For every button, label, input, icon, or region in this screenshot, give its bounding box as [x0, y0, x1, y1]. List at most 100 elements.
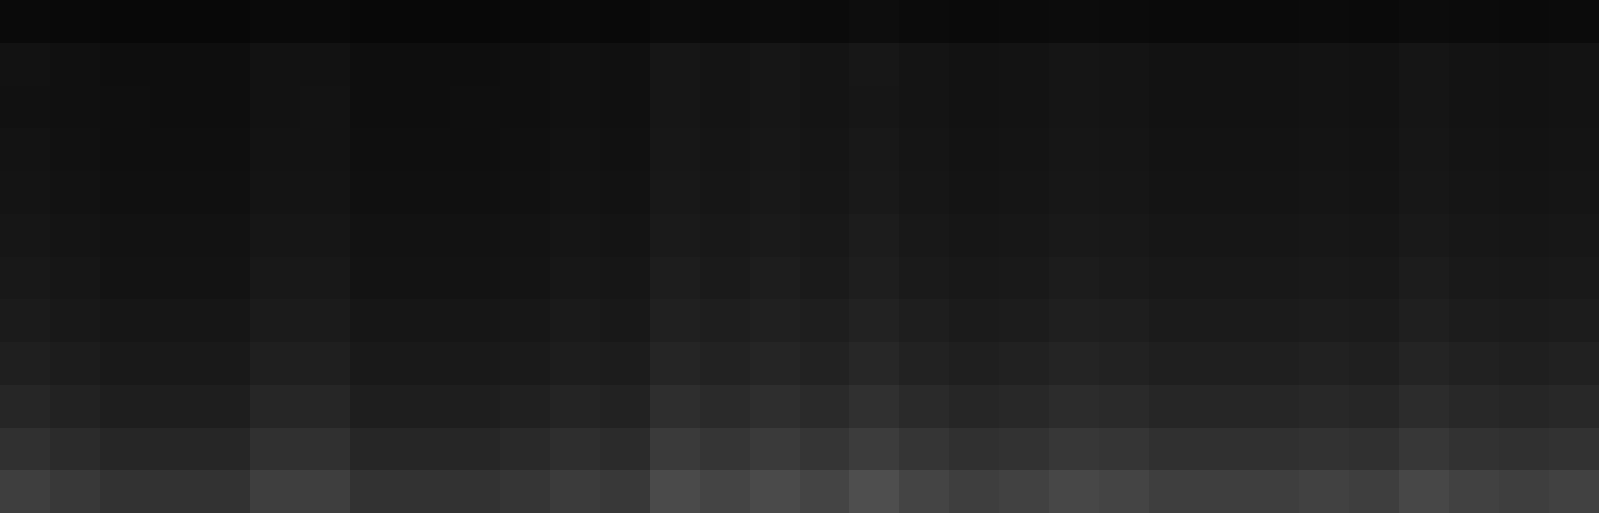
cell — [999, 128, 1050, 171]
cell — [899, 43, 950, 86]
cell — [949, 86, 1000, 129]
cell — [1299, 0, 1350, 43]
cell — [750, 385, 801, 428]
cell — [1399, 43, 1450, 86]
cell — [1049, 257, 1100, 300]
cell — [0, 86, 51, 129]
cell — [949, 214, 1000, 257]
cell — [1099, 428, 1150, 471]
cell — [350, 86, 401, 129]
cell — [150, 470, 201, 513]
cell — [400, 214, 451, 257]
cell — [200, 299, 251, 342]
cell — [50, 0, 101, 43]
cell — [1249, 214, 1300, 257]
cell — [849, 171, 900, 214]
cell — [200, 43, 251, 86]
cell — [1449, 342, 1500, 385]
cell — [600, 43, 651, 86]
cell — [250, 342, 301, 385]
cell — [200, 0, 251, 43]
cell — [350, 428, 401, 471]
cell — [150, 128, 201, 171]
cell — [800, 86, 851, 129]
cell — [1299, 257, 1350, 300]
cell — [550, 0, 601, 43]
cell — [1499, 385, 1550, 428]
spectrogram — [0, 0, 1599, 513]
cell — [650, 86, 701, 129]
cell — [150, 299, 201, 342]
cell — [300, 257, 351, 300]
cell — [550, 171, 601, 214]
cell — [999, 428, 1050, 471]
cell — [450, 299, 501, 342]
cell — [50, 214, 101, 257]
cell — [450, 86, 501, 129]
cell — [750, 470, 801, 513]
cell — [250, 385, 301, 428]
cell — [1299, 171, 1350, 214]
cell — [350, 214, 401, 257]
cell — [350, 299, 401, 342]
cell — [999, 86, 1050, 129]
cell — [849, 299, 900, 342]
cell — [1049, 171, 1100, 214]
cell — [1049, 299, 1100, 342]
cell — [500, 43, 551, 86]
cell — [1099, 86, 1150, 129]
cell — [50, 385, 101, 428]
cell — [800, 470, 851, 513]
cell — [999, 214, 1050, 257]
cell — [1549, 257, 1599, 300]
cells — [0, 0, 1599, 513]
cell — [899, 128, 950, 171]
cell — [300, 299, 351, 342]
cell — [700, 299, 751, 342]
cell — [400, 128, 451, 171]
cell — [849, 0, 900, 43]
cell — [600, 257, 651, 300]
cell — [150, 428, 201, 471]
cell — [650, 171, 701, 214]
cell — [400, 428, 451, 471]
cell — [700, 128, 751, 171]
cell — [949, 128, 1000, 171]
cell — [250, 171, 301, 214]
cell — [350, 470, 401, 513]
cell — [700, 171, 751, 214]
cell — [50, 342, 101, 385]
cell — [700, 257, 751, 300]
cell — [1449, 43, 1500, 86]
cell — [899, 428, 950, 471]
cell — [150, 43, 201, 86]
cell — [999, 342, 1050, 385]
cell — [350, 43, 401, 86]
cell — [1199, 428, 1250, 471]
cell — [949, 0, 1000, 43]
cell — [1449, 299, 1500, 342]
cell — [0, 385, 51, 428]
cell — [1149, 214, 1200, 257]
cell — [250, 86, 301, 129]
cell — [150, 0, 201, 43]
cell — [100, 0, 151, 43]
cell — [1049, 86, 1100, 129]
cell — [350, 171, 401, 214]
cell — [50, 171, 101, 214]
cell — [1299, 428, 1350, 471]
cell — [450, 385, 501, 428]
cell — [899, 342, 950, 385]
cell — [849, 385, 900, 428]
cell — [1149, 0, 1200, 43]
cell — [650, 128, 701, 171]
cell — [750, 43, 801, 86]
cell — [1549, 428, 1599, 471]
cell — [500, 214, 551, 257]
cell — [150, 171, 201, 214]
cell — [200, 86, 251, 129]
cell — [999, 299, 1050, 342]
cell — [1549, 342, 1599, 385]
cell — [1349, 428, 1400, 471]
cell — [949, 171, 1000, 214]
